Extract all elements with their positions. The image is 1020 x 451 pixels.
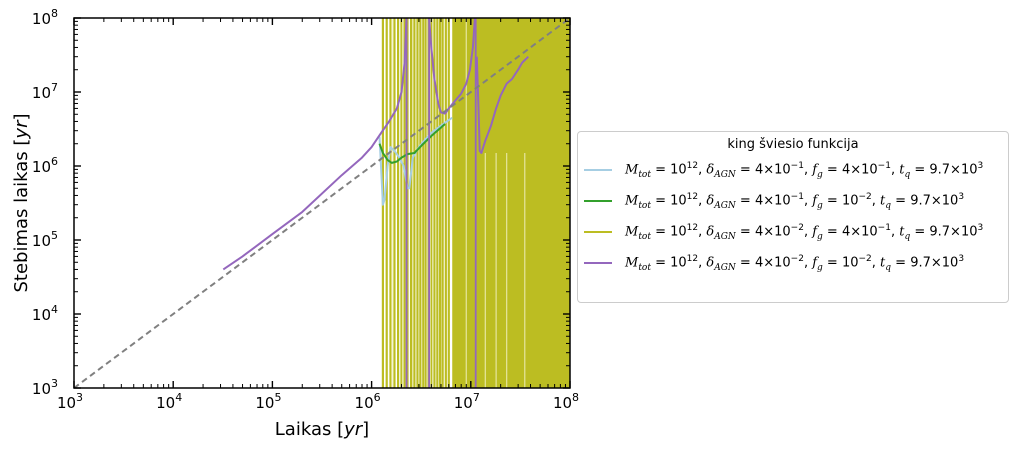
legend-label: Mtot = 1012, δAGN = 4×10−2, fg = 4×10−1,… <box>625 223 984 242</box>
plot-frame <box>73 17 571 389</box>
legend-label: Mtot = 1012, δAGN = 4×10−2, fg = 10−2, t… <box>625 254 965 273</box>
legend-swatch <box>584 262 612 264</box>
series-layer <box>222 18 529 388</box>
legend-swatch <box>584 231 612 233</box>
legend-label: Mtot = 1012, δAGN = 4×10−1, fg = 10−2, t… <box>625 192 965 211</box>
legend: king šviesio funkcija Mtot = 1012, δAGN … <box>577 131 1009 303</box>
legend-swatch <box>584 169 612 171</box>
legend-title: king šviesio funkcija <box>727 137 859 152</box>
legend-entry: Mtot = 1012, δAGN = 4×10−1, fg = 4×10−1,… <box>582 158 1006 182</box>
x-axis-label: Laikas [yr] <box>275 419 369 440</box>
legend-entry: Mtot = 1012, δAGN = 4×10−2, fg = 10−2, t… <box>582 251 1006 275</box>
legend-label: Mtot = 1012, δAGN = 4×10−1, fg = 4×10−1,… <box>625 161 984 180</box>
legend-entry: Mtot = 1012, δAGN = 4×10−1, fg = 10−2, t… <box>582 189 1006 213</box>
reference-diagonal-line <box>73 17 571 389</box>
legend-entry: Mtot = 1012, δAGN = 4×10−2, fg = 4×10−1,… <box>582 220 1006 244</box>
plot-area <box>222 18 570 388</box>
legend-swatch <box>584 200 612 202</box>
series-line-3 <box>222 18 529 271</box>
axis-ticks <box>73 17 571 389</box>
y-axis-label: Stebimas laikas [yr] <box>11 113 32 292</box>
series-line-2 <box>378 123 446 164</box>
